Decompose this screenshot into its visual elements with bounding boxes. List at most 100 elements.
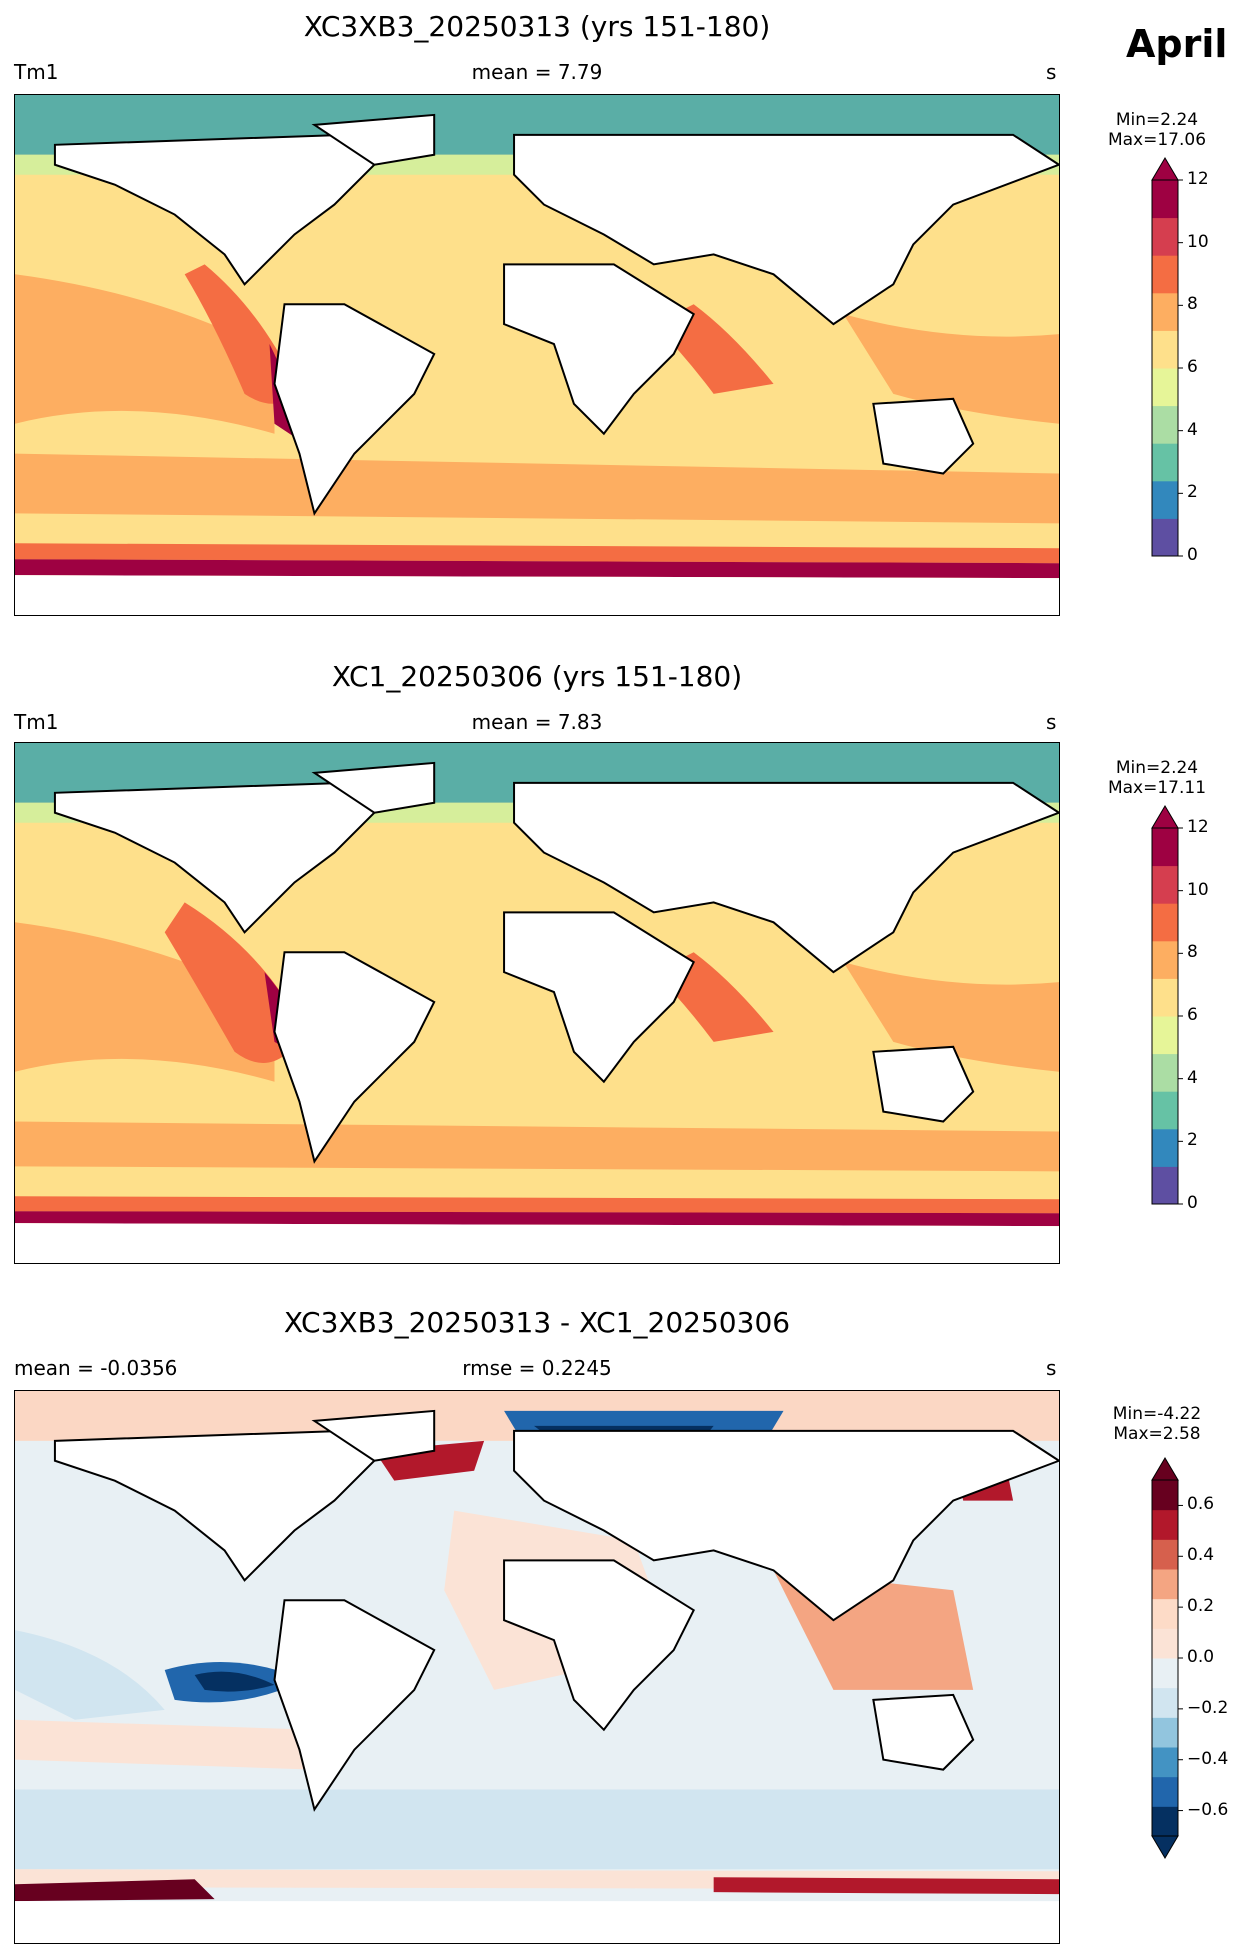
africa: [503, 263, 695, 436]
pacific-swell-east: [843, 962, 1059, 1072]
colorbar-segment: [1152, 1539, 1178, 1570]
panel1-units-label: s: [1046, 60, 1057, 84]
panel1-max-label: Max=17.06: [1107, 130, 1207, 150]
colorbar-segment: [1152, 1747, 1178, 1778]
panel1-map-svg: [15, 95, 1059, 615]
southern-max-band: [15, 1211, 1059, 1227]
colorbar-tick-label: 12: [1187, 169, 1209, 189]
continents: [53, 113, 1059, 516]
colorbar-tick-label: 4: [1187, 419, 1198, 440]
colorbar-segment: [1152, 180, 1178, 219]
colorbar-tick-label: 6: [1187, 357, 1198, 377]
panel1-map: [14, 94, 1060, 616]
colorbar-segment: [1152, 1569, 1178, 1600]
colorbar-segment: [1152, 1717, 1178, 1748]
colorbar-tick-label: 10: [1187, 879, 1209, 900]
tropical-pacific-min: [194, 1671, 275, 1692]
colorbar-tick-label: 0: [1187, 545, 1198, 565]
pacific-light-negative: [15, 1630, 165, 1720]
panel2-min-label: Min=2.24: [1115, 758, 1199, 778]
colorbar-extend-max: [1151, 157, 1179, 181]
pacific-east-high: [184, 264, 300, 404]
eurasia: [513, 781, 1059, 974]
colorbar-tick-label: −0.2: [1187, 1697, 1229, 1718]
south-america: [273, 1599, 436, 1812]
colorbar-tick-label: 0.0: [1187, 1647, 1215, 1667]
panel2-map-svg: [15, 743, 1059, 1263]
panel3-colorbar: 0.6 0.4 0.2 0.0 −0.2 −0.4 −0.6: [1151, 1457, 1228, 1859]
colorbar-segment: [1152, 1687, 1178, 1718]
colorbar-segment: [1152, 255, 1178, 294]
panel3-max-label: Max=2.58: [1113, 1424, 1201, 1444]
panel1-variable-label: Tm1: [14, 60, 59, 84]
colorbar-segment: [1152, 1480, 1178, 1511]
colorbar-segment: [1152, 1166, 1178, 1205]
colorbar-segment: [1152, 1091, 1178, 1130]
colorbar-svg: [1151, 157, 1183, 557]
colorbar-segment: [1152, 1776, 1178, 1807]
pacific-swell-west: [15, 274, 275, 434]
colorbar-tick-label: 0.2: [1187, 1596, 1215, 1617]
colorbar-segment: [1152, 828, 1178, 867]
colorbar-segment: [1152, 292, 1178, 331]
panel2-max-label: Max=17.11: [1107, 778, 1207, 798]
panel3-map: [14, 1390, 1060, 1944]
colorbar-segment: [1152, 978, 1178, 1017]
greenland: [311, 1409, 436, 1462]
colorbar-segment: [1152, 1598, 1178, 1629]
colorbar-tick-label: 2: [1187, 1130, 1198, 1151]
panel3-mean-label: mean = -0.0356: [14, 1356, 178, 1380]
greenland: [311, 761, 436, 814]
panel2-units-label: s: [1046, 710, 1057, 734]
panel3-rmse-label: rmse = 0.2245: [462, 1356, 612, 1380]
south-america: [273, 951, 436, 1164]
panel3-units-label: s: [1046, 1356, 1057, 1380]
panel3-title: XC3XB3_20250313 - XC1_20250306: [283, 1306, 791, 1339]
antarctica: [15, 575, 1059, 615]
pacific-east-high: [164, 902, 305, 1064]
colorbar-tick-label: 8: [1187, 942, 1198, 963]
colorbar-tick-label: 10: [1187, 231, 1209, 252]
colorbar-segment: [1152, 940, 1178, 979]
colorbar-tick-label: 0: [1187, 1193, 1198, 1213]
southern-light-negative: [15, 1789, 1059, 1870]
pacific-swell-west: [15, 922, 275, 1082]
south-pacific-positive: [15, 1719, 315, 1770]
panel1-min-label: Min=2.24: [1115, 110, 1199, 130]
southern-high-band: [15, 543, 1059, 564]
panel1-mean-label: mean = 7.79: [471, 60, 603, 84]
panel2-variable-label: Tm1: [14, 710, 59, 734]
colorbar-tick-label: 12: [1187, 817, 1209, 837]
colorbar-tick-label: 2: [1187, 482, 1198, 503]
australia: [872, 1693, 975, 1771]
colorbar-extend-max: [1151, 805, 1179, 829]
colorbar-segment: [1152, 368, 1178, 407]
colorbar-extend-max: [1151, 1457, 1179, 1481]
antarctica: [15, 1901, 1059, 1943]
colorbar-segment: [1152, 405, 1178, 444]
colorbar-segment: [1152, 518, 1178, 557]
southern-positive-east: [713, 1877, 1059, 1895]
colorbar-tick-label: 8: [1187, 294, 1198, 315]
colorbar-segment: [1152, 217, 1178, 256]
colorbar-tick-label: 4: [1187, 1067, 1198, 1088]
colorbar-tick-label: −0.4: [1187, 1748, 1229, 1769]
colorbar-segment: [1152, 1128, 1178, 1167]
australia: [872, 397, 975, 475]
colorbar-segment: [1152, 443, 1178, 482]
panel3-map-svg: [15, 1391, 1059, 1943]
colorbar-segment: [1152, 1806, 1178, 1837]
colorbar-segment: [1152, 865, 1178, 904]
southern-swell-band: [15, 453, 1059, 524]
colorbar-tick-label: 0.6: [1187, 1494, 1215, 1515]
colorbar-extend-min: [1151, 1835, 1179, 1859]
colorbar-segment: [1152, 480, 1178, 519]
colorbar-segment: [1152, 1509, 1178, 1540]
africa: [503, 1559, 695, 1732]
colorbar-tick-label: −0.6: [1187, 1799, 1229, 1820]
colorbar-segment: [1152, 903, 1178, 942]
southern-max-west: [15, 1879, 215, 1902]
southern-high-band: [15, 1196, 1059, 1214]
panel3-min-label: Min=-4.22: [1112, 1404, 1202, 1424]
eurasia: [513, 1429, 1059, 1622]
